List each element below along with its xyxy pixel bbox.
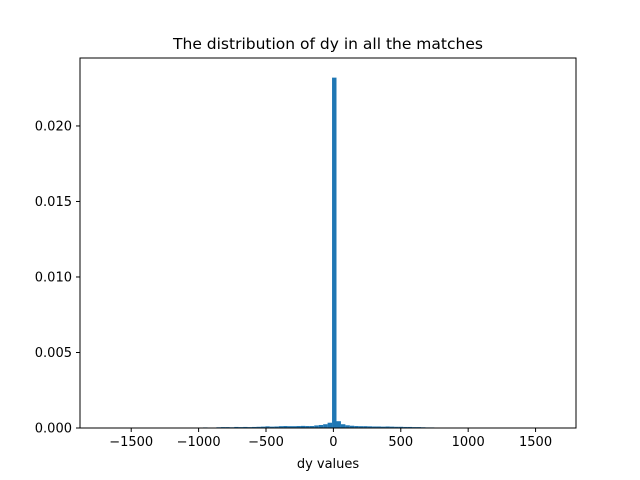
histogram-bar [314,425,319,428]
histogram-bar [300,425,306,428]
histogram-bar [380,426,386,428]
x-axis-label: dy values [297,457,360,472]
histogram-bar [394,426,399,428]
histogram-bar [318,424,324,428]
histogram-bar [243,426,248,428]
x-tick-label: 1000 [452,435,485,450]
x-tick-label: 1500 [519,435,552,450]
x-tick-label: 0 [329,435,337,450]
histogram-bar [296,426,301,428]
histogram-bar [349,425,355,428]
histogram-bar [265,426,270,428]
histogram-bar [323,424,328,428]
histogram-bar [234,426,239,428]
bars-layer [198,77,439,428]
x-tick-label: 500 [388,435,413,450]
histogram-bar [407,426,413,428]
histogram-bar [385,426,390,428]
histogram-bar [376,426,381,428]
x-tick-label: −1000 [177,435,221,450]
histogram-bar [251,426,257,428]
histogram-bar [260,426,266,428]
x-tick-label: −1500 [109,435,153,450]
y-tick-label: 0.020 [35,119,72,134]
histogram-bar [372,426,377,428]
plot-frame [79,57,577,429]
histogram-bar [389,426,395,428]
y-tick-label: 0.000 [35,422,72,437]
histogram-bar [398,426,404,428]
x-axis-ticks: −1500 −1000 −500 0 500 1000 1500 [109,428,552,450]
x-tick-label: −500 [248,435,284,450]
histogram-bar [367,426,373,428]
histogram-bar [358,426,364,428]
histogram-bar [345,425,350,428]
y-axis-ticks: 0.000 0.005 0.010 0.015 0.020 [35,119,80,437]
histogram-bar [336,421,341,428]
histogram-bar [309,426,315,428]
histogram-bar [340,424,346,428]
histogram-bar [327,422,333,428]
histogram-bar [305,426,310,428]
y-tick-label: 0.015 [35,195,72,210]
histogram-bar [269,426,275,428]
histogram-bar [363,426,368,428]
histogram-bar [287,426,293,428]
histogram-bar [256,426,261,428]
histogram-bar [283,426,288,428]
histogram-bar [274,426,279,428]
histogram-bar [332,77,337,428]
y-tick-label: 0.005 [35,346,72,361]
histogram-bar [354,426,359,428]
histogram-bar [292,426,297,428]
histogram-bar [403,426,408,428]
chart-title: The distribution of dy in all the matche… [172,35,483,53]
y-tick-label: 0.010 [35,270,72,285]
histogram-bar [278,426,284,428]
